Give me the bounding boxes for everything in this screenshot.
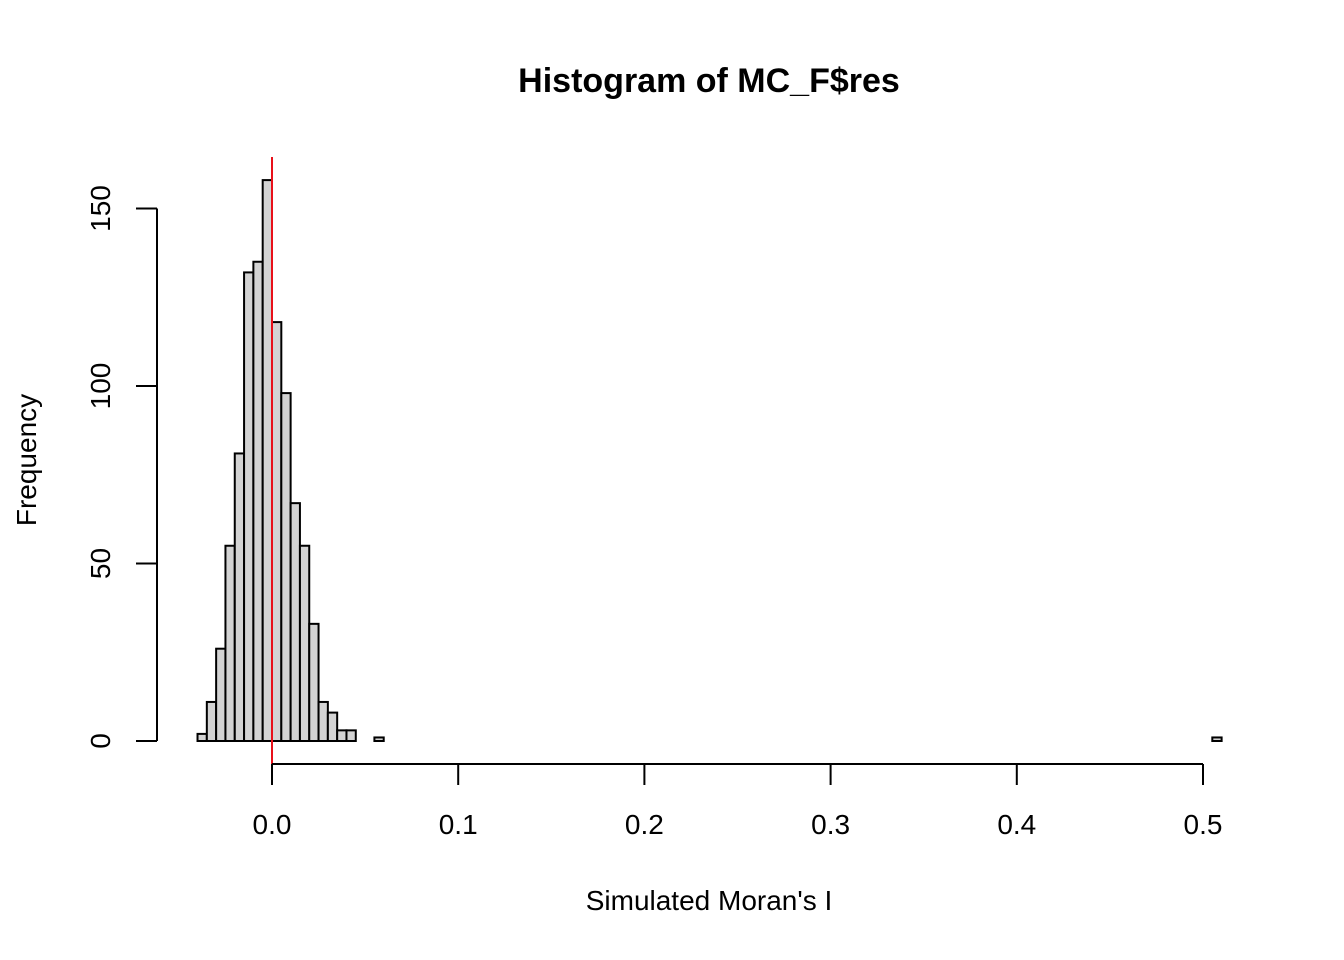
chart-title: Histogram of MC_F$res — [518, 62, 900, 100]
x-tick-label: 0.1 — [439, 809, 478, 840]
histogram-bar — [243, 271, 255, 742]
histogram-bar — [326, 711, 339, 742]
x-tick-label: 0.5 — [1184, 809, 1223, 840]
histogram-bar — [224, 544, 236, 742]
histogram-bar — [317, 700, 329, 743]
y-axis: 0 50 100 150 — [85, 185, 158, 749]
y-tick-label: 50 — [85, 548, 116, 579]
x-tick-label: 0.3 — [811, 809, 850, 840]
y-axis-label: Frequency — [11, 394, 42, 526]
histogram-bar — [252, 260, 264, 742]
histogram-bar — [345, 729, 357, 742]
histogram-bar — [298, 544, 311, 742]
histogram-bar — [205, 700, 218, 743]
histogram-bar — [280, 392, 292, 742]
x-axis: 0.0 0.1 0.2 0.3 0.4 0.5 — [253, 763, 1223, 840]
histogram-bar — [215, 647, 227, 743]
histogram-bar — [196, 732, 208, 743]
y-tick-label: 150 — [85, 185, 116, 232]
histogram-bar — [373, 736, 385, 743]
y-tick-label: 100 — [85, 363, 116, 410]
y-tick-label: 0 — [85, 733, 116, 749]
x-tick-label: 0.4 — [997, 809, 1036, 840]
x-tick-label: 0.0 — [253, 809, 292, 840]
histogram-bar — [1211, 736, 1223, 743]
histogram-bar — [308, 622, 320, 742]
histogram-bar — [261, 179, 274, 743]
x-tick-label: 0.2 — [625, 809, 664, 840]
histogram-bar — [271, 321, 283, 742]
histogram-bar — [336, 729, 348, 742]
bars-group — [196, 179, 1223, 743]
x-axis-label: Simulated Moran's I — [586, 885, 833, 916]
histogram-bar — [233, 452, 246, 742]
histogram-bar — [289, 502, 301, 742]
